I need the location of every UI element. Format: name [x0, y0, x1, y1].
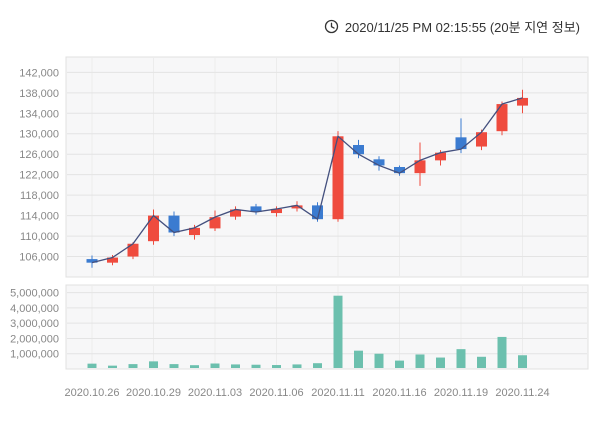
price-axis-label: 126,000	[19, 149, 59, 161]
candle-body	[107, 257, 118, 263]
volume-bar	[456, 349, 466, 368]
candle-body	[496, 104, 508, 132]
volume-bar	[374, 353, 384, 368]
price-axis-label: 134,000	[19, 108, 59, 120]
volume-bar	[436, 357, 445, 368]
candlestick-volume-chart: 142,000 138,000 134,000 130,000 126,000 122,0…	[10, 56, 589, 399]
volume-bar	[497, 336, 507, 368]
candle-body	[414, 160, 426, 174]
close-line	[91, 97, 523, 264]
date-axis-label: 2020.11.24	[495, 387, 549, 399]
volume-bar	[210, 363, 220, 368]
date-axis-label: 2020.11.03	[188, 387, 242, 399]
volume-panel	[65, 284, 589, 370]
volume-axis-label: 4,000,000	[10, 303, 59, 315]
candle-body	[250, 206, 262, 213]
candle-body	[148, 215, 159, 242]
delayed-quote-timestamp: 2020/11/25 PM 02:15:55 (20분 지연 정보)	[344, 20, 580, 35]
volume-axis-label: 2,000,000	[10, 333, 59, 345]
date-axis-label: 2020.10.26	[64, 387, 119, 399]
volume-bar	[395, 360, 404, 368]
volume-bar	[313, 363, 322, 368]
volume-bar	[251, 364, 261, 368]
volume-bar	[87, 363, 97, 368]
volume-axis-label: 3,000,000	[10, 318, 59, 330]
price-axis-label: 110,000	[20, 231, 59, 243]
volume-bar	[354, 350, 363, 368]
candle-body	[271, 208, 282, 214]
date-axis-label: 2020.11.16	[372, 387, 426, 399]
volume-bar	[272, 365, 281, 368]
date-axis-label: 2020.10.29	[126, 387, 181, 399]
volume-bar	[108, 365, 117, 368]
price-axis-label: 122,000	[19, 170, 59, 182]
volume-bar	[333, 295, 343, 368]
candle-body	[189, 227, 200, 236]
candle-body	[168, 215, 180, 233]
candle-body	[209, 217, 221, 229]
candle-body	[312, 205, 323, 220]
candle-body	[353, 145, 364, 155]
price-axis-label: 138,000	[19, 88, 59, 100]
volume-bar	[292, 364, 302, 368]
volume-bar	[518, 355, 527, 368]
candle-body	[373, 159, 385, 166]
date-axis-label: 2020.11.19	[434, 387, 488, 399]
candle-body	[455, 137, 467, 150]
candle-body	[435, 152, 446, 161]
price-axis-label: 118,000	[20, 190, 59, 202]
header: 2020/11/25 PM 02:15:55 (20분 지연 정보)	[0, 0, 600, 45]
candle-body	[332, 136, 344, 220]
candle-body	[291, 205, 303, 209]
price-axis-label: 114,000	[20, 211, 59, 223]
candle-body	[230, 209, 241, 217]
volume-bar	[415, 354, 425, 368]
candle-body	[127, 243, 139, 257]
price-axis-label: 130,000	[19, 129, 59, 141]
price-panel	[65, 56, 589, 278]
volume-bar	[128, 364, 138, 368]
clock-icon	[324, 19, 338, 34]
candle-body	[517, 97, 528, 106]
volume-bar	[231, 364, 240, 368]
volume-bar	[169, 364, 179, 368]
volume-bar	[190, 365, 199, 368]
price-axis-label: 106,000	[19, 252, 59, 264]
candle-body	[86, 259, 98, 263]
candle-body	[476, 132, 487, 147]
volume-bar	[149, 361, 158, 368]
volume-bar	[477, 356, 486, 368]
price-axis-label: 142,000	[19, 67, 59, 79]
date-axis-label: 2020.11.06	[249, 387, 303, 399]
volume-axis-label: 5,000,000	[10, 288, 59, 300]
date-axis-label: 2020.11.11	[311, 387, 364, 399]
candle-body	[394, 167, 405, 174]
volume-axis-label: 1,000,000	[10, 349, 59, 361]
